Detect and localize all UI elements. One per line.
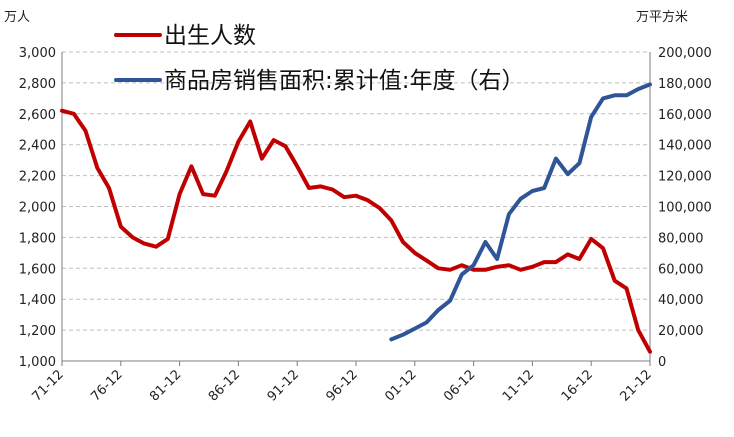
x-tick-label: 16-12 [559,367,596,404]
left-y-tick-label: 3,000 [19,46,56,61]
right-y-tick-label: 180,000 [658,77,712,92]
left-y-tick-label: 2,800 [19,77,56,92]
x-tick-label: 91-12 [265,367,302,404]
x-tick-label: 86-12 [206,367,243,404]
left-y-tick-label: 1,200 [19,324,56,339]
x-tick-label: 06-12 [441,367,478,404]
x-tick-label: 11-12 [500,367,537,404]
right-y-tick-label: 160,000 [658,108,712,123]
right-y-tick-label: 0 [658,355,666,370]
x-tick-label: 01-12 [382,367,419,404]
left-y-tick-label: 1,000 [19,355,56,370]
right-y-tick-label: 40,000 [658,293,704,308]
right-y-tick-label: 100,000 [658,201,712,216]
left-y-tick-label: 2,400 [19,139,56,154]
right-y-tick-label: 140,000 [658,139,712,154]
housing-sales-area-series-line [389,82,652,342]
gridlines [62,51,650,331]
right-y-tick-label: 120,000 [658,170,712,185]
births-series-line [60,108,652,354]
left-y-tick-label: 2,200 [19,170,56,185]
right-y-tick-label: 80,000 [658,231,704,246]
x-tick-label: 81-12 [147,367,184,404]
axes: 1,000 0 1,200 20,000 1,400 40,000 1,600 60,000 1… [19,46,712,405]
left-y-tick-label: 2,000 [19,201,56,216]
right-y-tick-label: 200,000 [658,46,712,61]
left-y-tick-label: 1,600 [19,262,56,277]
left-y-tick-label: 1,400 [19,293,56,308]
right-y-tick-label: 20,000 [658,324,704,339]
x-tick-label: 76-12 [88,367,125,404]
right-y-tick-label: 60,000 [658,262,704,277]
x-tick-label: 21-12 [618,367,655,404]
legend-label-births: 出生人数 [164,23,256,49]
legend-label-housing-sales-area: 商品房销售面积:累计值:年度（右） [164,68,525,94]
left-y-tick-label: 2,600 [19,108,56,123]
x-tick-label: 71-12 [30,367,67,404]
series-lines [60,82,652,354]
left-y-tick-label: 1,800 [19,231,56,246]
x-tick-label: 96-12 [324,367,361,404]
left-axis-unit-label: 万人 [4,10,30,25]
right-axis-unit-label: 万平方米 [636,9,688,25]
